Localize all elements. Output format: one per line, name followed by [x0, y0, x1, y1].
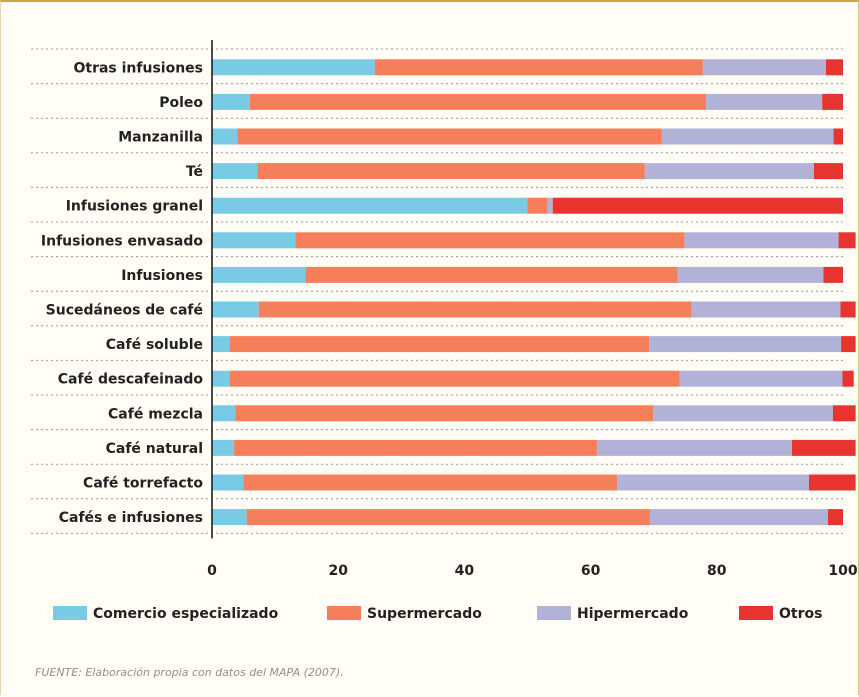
x-tick-label: 80	[707, 563, 727, 579]
bar-segment-3	[649, 509, 828, 526]
bar-segment-3	[691, 301, 841, 318]
bar-segment-3	[617, 474, 809, 491]
bar-segment-4	[841, 336, 856, 353]
bar-segment-2	[229, 336, 650, 353]
bar-segment-2	[246, 509, 650, 526]
bar-segment-1	[212, 128, 238, 145]
category-label: Café mezcla	[108, 406, 203, 422]
category-label: Té	[186, 164, 203, 180]
bar-segment-1	[212, 266, 306, 283]
bar-segment-2	[295, 232, 685, 249]
bar-segment-4	[823, 266, 843, 283]
bar-segment-3	[644, 163, 814, 180]
bar-segment-4	[840, 301, 856, 318]
x-tick-label: 0	[207, 563, 217, 579]
bar-segment-3	[684, 232, 839, 249]
bar-segment-1	[212, 509, 247, 526]
bar-segment-1	[212, 439, 235, 456]
bar-segment-1	[212, 232, 296, 249]
legend-swatch-2	[327, 606, 361, 620]
bar-segment-3	[677, 266, 824, 283]
bar-segment-3	[547, 197, 553, 214]
bar-segment-2	[374, 59, 703, 76]
legend-label-4: Otros	[779, 606, 822, 622]
bar-segment-4	[842, 370, 854, 387]
bar-segment-2	[305, 266, 678, 283]
bar-segment-3	[661, 128, 834, 145]
bar-segment-4	[838, 232, 856, 249]
x-tick-label: 60	[581, 563, 601, 579]
bar-segment-2	[249, 93, 707, 110]
bar-segment-4	[552, 197, 843, 214]
bar-segment-1	[212, 336, 230, 353]
category-label: Cafés e infusiones	[59, 510, 203, 526]
category-label: Manzanilla	[118, 130, 203, 146]
category-label: Infusiones	[121, 268, 203, 284]
bar-segment-2	[258, 301, 692, 318]
bar-segment-1	[212, 474, 244, 491]
legend-label-3: Hipermercado	[577, 606, 689, 622]
category-label: Poleo	[159, 95, 203, 111]
category-label: Infusiones envasado	[41, 233, 203, 249]
bar-segment-2	[243, 474, 618, 491]
bar-segment-1	[212, 301, 259, 318]
bar-segment-4	[813, 163, 843, 180]
bar-segment-2	[229, 370, 680, 387]
x-tick-label: 40	[455, 563, 475, 579]
bar-segment-3	[706, 93, 823, 110]
bar-segment-1	[212, 197, 528, 214]
bar-segment-2	[234, 439, 597, 456]
category-label: Infusiones granel	[66, 199, 203, 215]
bar-segment-1	[212, 370, 230, 387]
x-tick-label: 100	[828, 563, 857, 579]
category-label: Café descafeinado	[58, 372, 204, 388]
category-label: Café torrefacto	[83, 476, 203, 492]
bar-segment-3	[649, 336, 842, 353]
legend-swatch-1	[53, 606, 87, 620]
bar-segment-4	[791, 439, 856, 456]
category-label: Café soluble	[106, 337, 203, 353]
bar-segment-1	[212, 93, 250, 110]
bar-segment-1	[212, 405, 236, 422]
bar-segment-2	[527, 197, 548, 214]
legend-swatch-3	[537, 606, 571, 620]
bar-segment-3	[596, 439, 792, 456]
bar-segment-4	[808, 474, 856, 491]
bar-segment-4	[825, 59, 843, 76]
x-tick-label: 20	[328, 563, 348, 579]
legend-label-2: Supermercado	[367, 606, 482, 622]
bar-segment-2	[237, 128, 662, 145]
bar-segment-4	[832, 405, 856, 422]
bar-segment-1	[212, 59, 375, 76]
source-note: FUENTE: Elaboración propia con datos del…	[35, 666, 344, 679]
bar-segment-3	[702, 59, 826, 76]
category-label: Sucedáneos de café	[46, 303, 203, 319]
legend-label-1: Comercio especializado	[93, 606, 279, 622]
bar-segment-3	[653, 405, 833, 422]
bar-segment-1	[212, 163, 258, 180]
category-label: Café natural	[106, 441, 203, 457]
bar-segment-4	[827, 509, 843, 526]
bar-segment-2	[257, 163, 645, 180]
bar-segment-4	[822, 93, 843, 110]
legend-swatch-4	[739, 606, 773, 620]
bar-segment-4	[833, 128, 843, 145]
bar-segment-3	[679, 370, 843, 387]
category-label: Otras infusiones	[73, 60, 203, 76]
bar-segment-2	[235, 405, 654, 422]
